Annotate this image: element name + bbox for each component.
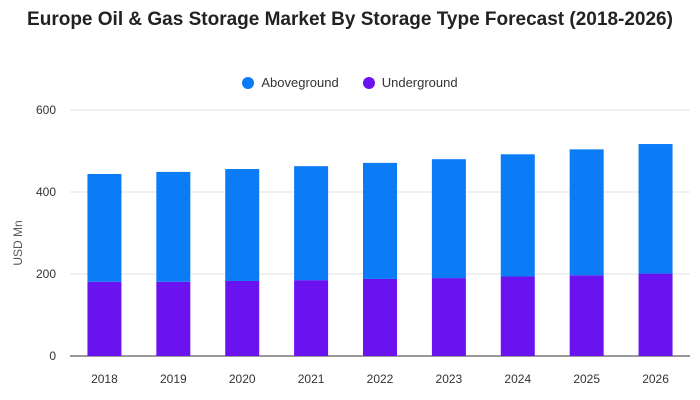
bar-aboveground-2018: [87, 173, 122, 282]
bar-aboveground-2022: [363, 162, 397, 279]
bar-underground-2019: [156, 281, 191, 356]
y-tick-label-200: 200: [36, 267, 56, 281]
x-tick-label-2018: 2018: [91, 372, 118, 386]
x-tick-label-2023: 2023: [436, 372, 463, 386]
y-tick-label-400: 400: [36, 185, 56, 199]
bar-underground-2021: [294, 280, 329, 356]
legend-label-underground: Underground: [381, 75, 458, 90]
bar-underground-2022: [363, 278, 397, 356]
bar-aboveground-2019: [156, 171, 191, 282]
bar-aboveground-2021: [294, 166, 329, 281]
bar-underground-2023: [431, 278, 466, 356]
bar-underground-2024: [500, 276, 535, 356]
x-tick-label-2021: 2021: [298, 372, 325, 386]
x-tick-label-2025: 2025: [573, 372, 600, 386]
bar-underground-2018: [87, 281, 122, 356]
y-tick-label-0: 0: [49, 349, 56, 363]
chart-title: Europe Oil & Gas Storage Market By Stora…: [27, 9, 673, 30]
x-tick-label-2022: 2022: [367, 372, 394, 386]
y-axis-title: USD Mn: [11, 220, 25, 265]
legend-item-underground[interactable]: Underground: [362, 75, 458, 90]
bar-underground-2025: [569, 275, 604, 356]
bar-aboveground-2023: [431, 159, 466, 279]
legend-swatch-aboveground: [242, 76, 255, 89]
bar-aboveground-2020: [225, 169, 260, 281]
bar-underground-2026: [638, 273, 673, 356]
y-tick-label-600: 600: [36, 103, 56, 117]
chart-legend: Aboveground Underground: [0, 75, 700, 90]
bar-aboveground-2026: [638, 144, 673, 274]
legend-label-aboveground: Aboveground: [261, 75, 339, 90]
x-tick-label-2024: 2024: [504, 372, 531, 386]
legend-item-aboveground[interactable]: Aboveground: [242, 75, 339, 90]
bar-aboveground-2025: [569, 149, 604, 276]
x-tick-label-2019: 2019: [160, 372, 187, 386]
bar-underground-2020: [225, 280, 260, 356]
x-tick-label-2026: 2026: [642, 372, 669, 386]
x-tick-label-2020: 2020: [229, 372, 256, 386]
bar-aboveground-2024: [500, 154, 535, 277]
legend-swatch-underground: [362, 76, 375, 89]
